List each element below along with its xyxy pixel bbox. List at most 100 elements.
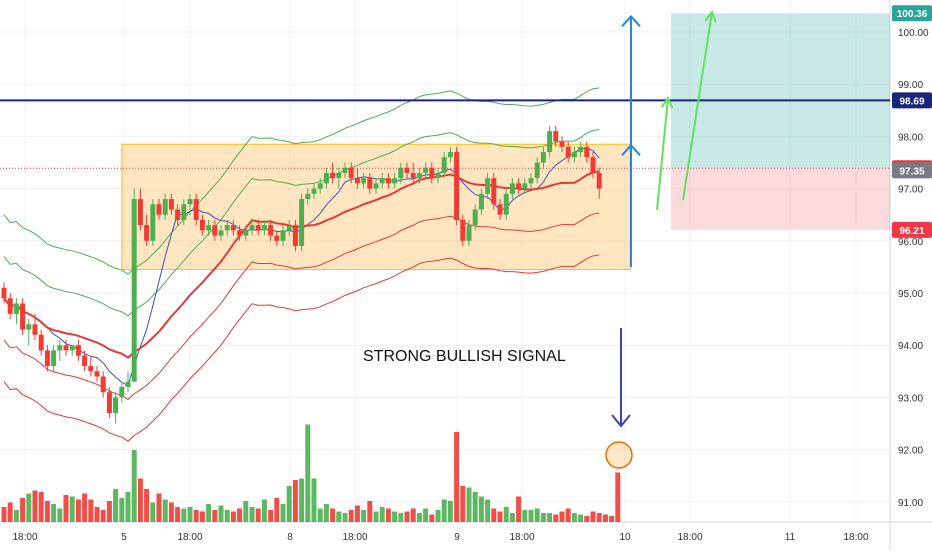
candle-body: [516, 183, 522, 189]
candle-body: [212, 225, 218, 236]
volume-bar: [491, 508, 497, 522]
candle-body: [88, 366, 94, 372]
candle-body: [317, 183, 323, 189]
candle-body: [553, 131, 559, 142]
volume-bar: [571, 513, 577, 522]
volume-bar: [274, 498, 280, 522]
candle-body: [150, 204, 156, 241]
candle-body: [299, 199, 305, 247]
volume-bar: [317, 508, 323, 522]
candle-body: [237, 230, 243, 236]
candle-body: [392, 178, 398, 184]
volume-bar: [348, 510, 354, 522]
volume-bar: [454, 432, 460, 522]
volume-bar: [509, 513, 515, 522]
time-tick-label: 18:00: [12, 532, 37, 543]
volume-bar: [261, 499, 267, 522]
candle-body: [379, 178, 385, 184]
volume-bar: [609, 516, 615, 522]
candle-body: [441, 157, 447, 173]
price-tag-stop: [892, 221, 932, 238]
volume-bar: [1, 507, 7, 522]
volume-bar: [342, 513, 348, 522]
candle-body: [137, 199, 143, 226]
volume-bars: [1, 424, 621, 522]
candle-body: [410, 172, 416, 179]
volume-bar: [286, 486, 292, 522]
volume-bar: [330, 508, 336, 522]
volume-bar: [88, 499, 94, 522]
volume-bar: [466, 487, 472, 522]
candle-body: [342, 167, 348, 173]
candle-body: [361, 178, 367, 184]
volume-bar: [516, 496, 522, 522]
time-tick-label: 18:00: [177, 532, 202, 543]
candle-body: [571, 152, 577, 158]
loss-zone: [671, 168, 890, 230]
volume-bar: [336, 511, 342, 522]
candle-body: [125, 381, 131, 387]
candle-body: [13, 303, 19, 314]
candle-body: [522, 183, 528, 189]
candle-body: [373, 183, 379, 189]
volume-bar: [268, 510, 274, 522]
volume-bar: [57, 508, 63, 522]
price-tag-resistance: [892, 92, 932, 109]
signal-volume-circle: [605, 441, 633, 469]
time-tick-label: 18:00: [843, 532, 868, 543]
candle-body: [559, 141, 565, 147]
volume-bar: [255, 508, 261, 522]
price-tick-label: 99.00: [898, 80, 923, 91]
volume-bar: [559, 511, 565, 522]
candle-body: [106, 392, 112, 414]
candle-body: [485, 178, 491, 194]
volume-bar: [503, 507, 509, 522]
candle-body: [82, 355, 88, 367]
volume-bar: [596, 513, 602, 522]
volume-bar: [578, 514, 584, 522]
candle-body: [261, 225, 267, 231]
candle-body: [69, 345, 75, 351]
volume-bar: [119, 498, 125, 522]
price-tag-label-resistance: 98.69: [899, 96, 924, 107]
candle-body: [547, 131, 553, 153]
range-box: [121, 143, 631, 271]
volume-bar: [168, 502, 174, 522]
volume-bar: [379, 507, 385, 522]
volume-bar: [392, 511, 398, 522]
volume-bar: [230, 511, 236, 522]
volume-bar: [460, 486, 466, 522]
volume-bar: [615, 472, 621, 522]
candle-body: [590, 157, 596, 173]
candle-body: [193, 199, 199, 220]
time-tick-label: 9: [454, 532, 460, 543]
price-tag-label-stop: 96.21: [899, 226, 924, 237]
volume-bar: [423, 508, 429, 522]
volume-bar: [590, 511, 596, 522]
candles: [1, 125, 602, 424]
volume-bar: [547, 513, 553, 522]
candle-body: [435, 172, 441, 179]
candle-body: [156, 204, 162, 215]
candle-body: [528, 178, 534, 184]
price-tag-label-last: 97.35: [899, 166, 924, 177]
green-arrow-2: [682, 11, 713, 201]
candle-body: [57, 345, 63, 351]
volume-bar: [497, 511, 503, 522]
candle-body: [26, 324, 32, 330]
candle-body: [249, 225, 255, 231]
candle-body: [534, 162, 540, 179]
price-tick-label: 91.00: [898, 498, 923, 509]
candle-body: [75, 345, 81, 356]
time-tick-label: 8: [287, 532, 293, 543]
price-tick-label: 95.00: [898, 289, 923, 300]
candle-body: [292, 225, 298, 247]
candle-body: [404, 167, 410, 173]
volume-bar: [224, 510, 230, 522]
time-tick-label: 5: [121, 532, 127, 543]
projection-arrow-head-mid: [621, 143, 641, 156]
profit-zone: [671, 13, 890, 169]
candle-body: [119, 386, 125, 398]
